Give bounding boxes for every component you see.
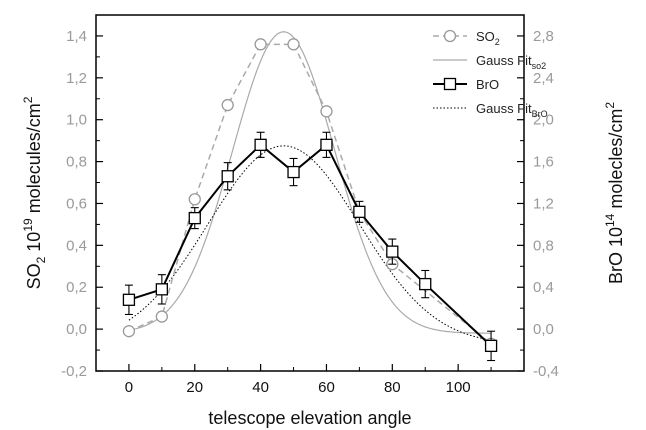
legend-bro-label: BrO [476,77,499,92]
so2-line [128,43,492,345]
legend-so2-label: SO2 [476,29,500,47]
x-tick-label: 0 [125,379,133,396]
bro-point [122,293,136,306]
left-axis-title: SO2 1019 molecules/cm2 [21,96,48,289]
bro-point [254,138,267,151]
bro-point [155,283,168,296]
bro-point [320,138,333,151]
right-tick-label: 0,8 [533,237,554,254]
legend-bro-marker [443,77,457,91]
bro-point [484,339,498,353]
bro-point [353,205,366,218]
left-tick-label: 0,2 [66,279,87,296]
left-tick-label: 0,6 [66,195,87,212]
left-tick-label: 1,4 [66,28,87,45]
bro-point [188,211,201,225]
right-tick-label: 2,4 [533,70,554,87]
right-axis-title: BrO 1014 molecles/cm2 [603,102,626,284]
x-tick-label: 80 [384,379,401,396]
bro-point [221,170,234,183]
left-tick-label: 1,2 [66,70,87,87]
gauss-fit-so2-curve [128,31,492,334]
left-tick-label: 1,0 [66,112,87,129]
legend: SO2 Gauss Fitso2 BrO Gauss FitBrO [433,29,548,119]
legend-gauss-so2-label: Gauss Fitso2 [476,53,546,71]
left-tick-label: 0,0 [66,321,87,338]
ticks-layer: 0 20 40 60 80 100 -0,2 0,0 0,2 0,4 0,6 0,8 1,0 1,2 1,4… [61,14,559,396]
right-tick-label: 1,6 [533,154,554,171]
so2-point [254,38,267,51]
bro-point [386,245,399,258]
right-tick-label: -0,4 [533,363,559,380]
x-tick-label: 20 [186,379,203,396]
so2-point [155,310,168,323]
left-tick-label: 0,4 [66,237,87,254]
plot-area-frame [95,14,525,372]
bro-point [419,277,432,291]
legend-gauss-bro-label: Gauss FitBrO [476,101,548,119]
right-tick-label: 2,0 [533,112,554,129]
bro-line [128,143,492,347]
x-tick-label: 60 [318,379,335,396]
right-tick-label: 0,0 [533,321,554,338]
right-tick-label: 1,2 [533,195,554,212]
legend-so2-marker [443,29,457,43]
x-tick-label: 100 [446,379,471,396]
so2-point [122,325,136,338]
x-axis-title: telescope elevation angle [208,408,411,428]
left-tick-label: 0,8 [66,154,87,171]
right-tick-label: 0,4 [533,279,554,296]
so2-point [188,193,201,206]
bro-point [287,165,300,179]
so2-point [320,105,333,118]
right-tick-label: 2,8 [533,28,554,45]
curves-layer [128,31,492,347]
left-tick-label: -0,2 [61,363,87,380]
so2-point [287,38,300,51]
x-tick-label: 40 [252,379,269,396]
points-layer [122,38,498,362]
so2-point [221,98,234,112]
